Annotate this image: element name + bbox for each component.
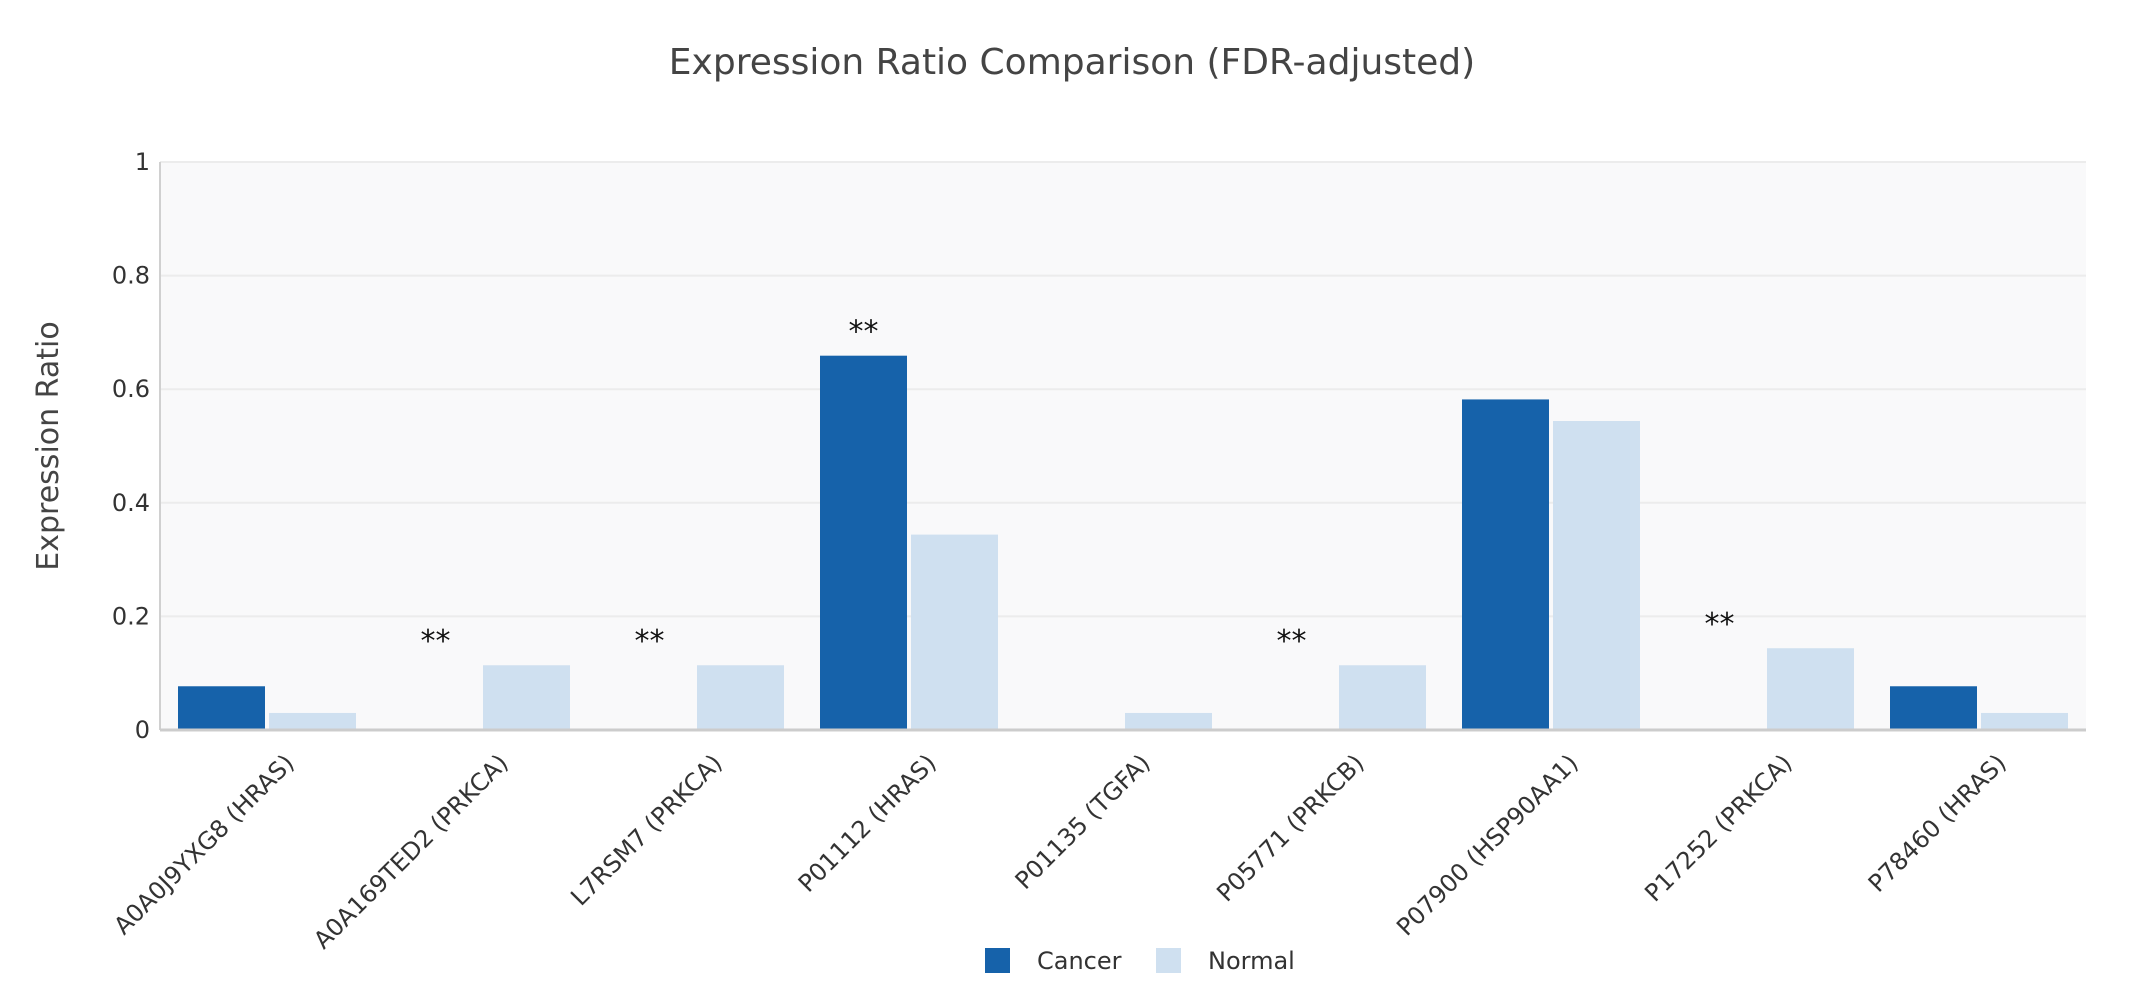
x-tick-label: P78460 (HRAS) [1863, 749, 2012, 898]
x-tick-label: P17252 (PRKCA) [1639, 749, 1797, 907]
bar-normal[interactable] [1125, 712, 1212, 730]
significance-marker: ** [1705, 607, 1735, 642]
bar-cancer[interactable] [178, 686, 265, 730]
y-tick-label: 0.2 [112, 602, 150, 630]
legend-item-cancer[interactable]: Cancer [985, 947, 1122, 975]
legend-label: Cancer [1037, 947, 1122, 975]
chart-title: Expression Ratio Comparison (FDR-adjuste… [669, 42, 1475, 83]
x-tick-label: P05771 (PRKCB) [1211, 749, 1369, 907]
legend-label: Normal [1208, 947, 1295, 975]
bar-cancer[interactable] [820, 355, 907, 730]
bar-normal[interactable] [1767, 648, 1854, 730]
x-tick-label: A0A0J9YXG8 (HRAS) [108, 749, 299, 940]
y-tick-label: 0.6 [112, 375, 150, 403]
x-tick-label: P07900 (HSP90AA1) [1391, 749, 1584, 942]
significance-marker: ** [849, 315, 879, 350]
bar-normal[interactable] [697, 665, 784, 730]
y-tick-label: 0 [135, 716, 150, 744]
legend-swatch [1156, 948, 1181, 973]
bar-normal[interactable] [483, 665, 570, 730]
x-tick-label: A0A169TED2 (PRKCA) [308, 749, 513, 954]
bar-normal[interactable] [1981, 712, 2068, 730]
x-tick-label: L7RSM7 (PRKCA) [565, 749, 727, 911]
x-tick-label: P01135 (TGFA) [1010, 749, 1156, 895]
legend-item-normal[interactable]: Normal [1156, 947, 1295, 975]
axes [159, 162, 2086, 732]
significance-annotations: ** ** ** ** ** [421, 315, 1735, 660]
significance-marker: ** [421, 624, 451, 659]
bar-normal[interactable] [1553, 421, 1640, 730]
bar-normal[interactable] [269, 712, 356, 730]
significance-marker: ** [635, 624, 665, 659]
y-tick-label: 0.4 [112, 489, 150, 517]
significance-marker: ** [1277, 624, 1307, 659]
x-tick-labels: A0A0J9YXG8 (HRAS) A0A169TED2 (PRKCA) L7RSM… [108, 749, 2011, 954]
y-tick-label: 1 [135, 148, 150, 176]
bar-normal[interactable] [1339, 665, 1426, 730]
legend[interactable]: Cancer Normal [985, 947, 1295, 975]
y-tick-label: 0.8 [112, 262, 150, 290]
plot-background [160, 162, 2086, 730]
bars [178, 355, 2068, 730]
bar-normal[interactable] [911, 534, 998, 730]
x-tick-label: P01112 (HRAS) [793, 749, 942, 898]
bar-cancer[interactable] [1890, 686, 1977, 730]
y-tick-labels: 0 0.2 0.4 0.6 0.8 1 [112, 148, 150, 744]
bar-cancer[interactable] [1462, 399, 1549, 730]
gridlines [160, 161, 2086, 618]
legend-swatch [985, 948, 1010, 973]
y-axis-title: Expression Ratio [31, 321, 66, 570]
